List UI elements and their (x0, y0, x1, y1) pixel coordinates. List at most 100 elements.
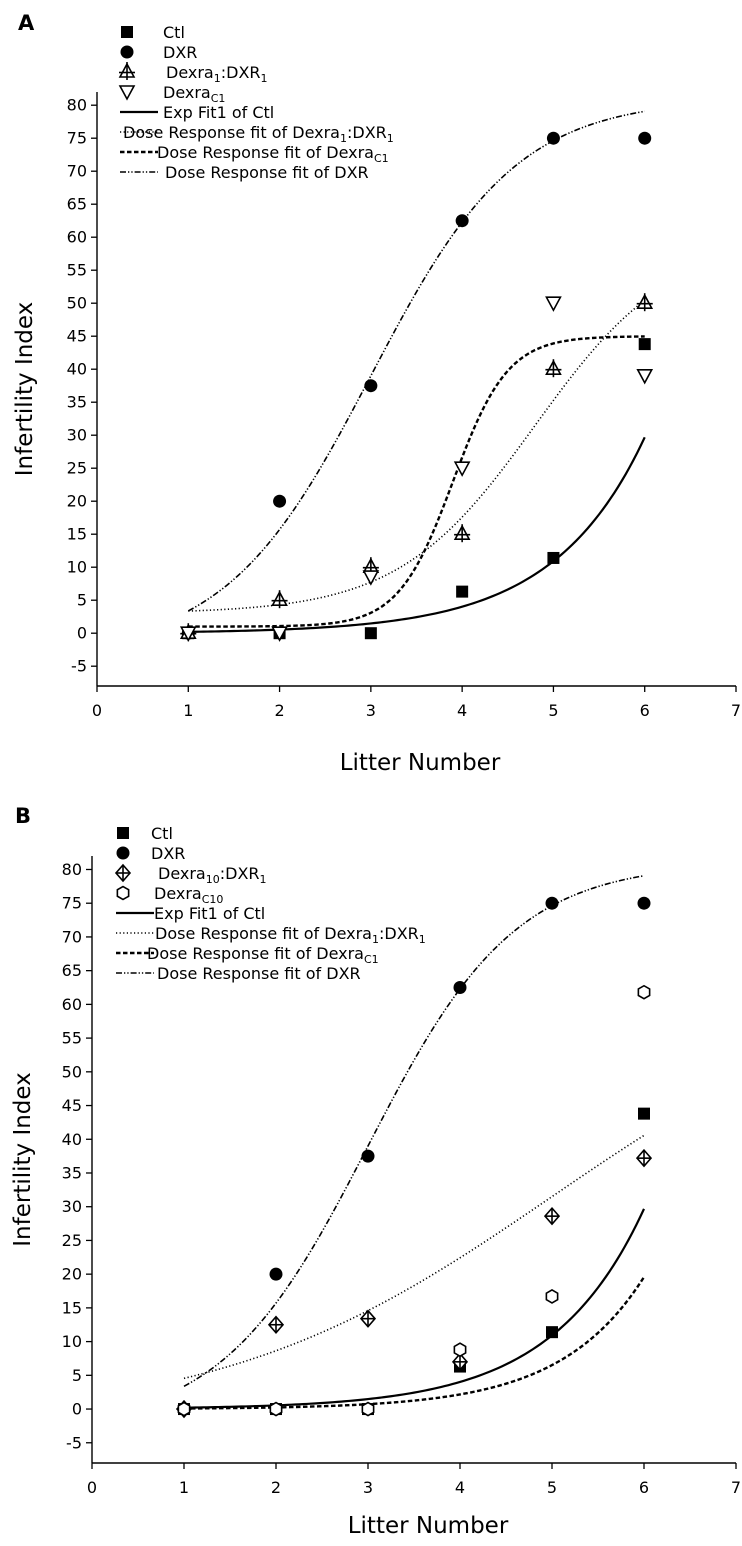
data-point (364, 627, 377, 640)
legend-text: Dexra (154, 884, 202, 903)
legend-marker (116, 846, 130, 860)
legend-text: Dose Response fit of Dexra (157, 143, 374, 162)
data-point (455, 214, 469, 228)
y-tick-label: 50 (62, 1062, 82, 1081)
legend-label: DexraC10 (154, 884, 223, 906)
legend-label: Exp Fit1 of Ctl (154, 904, 265, 923)
fit-curve-0 (188, 436, 646, 633)
legend-label: DXR (151, 844, 185, 863)
y-tick-label: 60 (62, 995, 82, 1014)
series-3 (177, 984, 651, 1417)
legend-text: Dexra (163, 83, 211, 102)
legend-label: Ctl (163, 23, 185, 42)
legend-subscript: 1 (260, 873, 267, 886)
legend-subscript: 1 (419, 933, 426, 946)
legend-subscript: 1 (372, 933, 379, 946)
data-point (271, 626, 288, 642)
legend-text: :DXR (221, 63, 261, 82)
x-axis-label: Litter Number (348, 1513, 509, 1539)
legend-text: Exp Fit1 of Ctl (154, 904, 265, 923)
data-point (364, 379, 378, 393)
data-point (635, 1148, 653, 1168)
y-tick-label: 80 (67, 96, 87, 115)
data-point (636, 293, 654, 312)
series-2 (179, 293, 654, 642)
y-tick-label: 45 (67, 327, 87, 346)
panel-label: A (18, 11, 35, 35)
series-0 (182, 338, 651, 640)
legend-text: :DXR (220, 864, 260, 883)
series-3 (179, 296, 654, 642)
legend-label: Dexra10:DXR1 (158, 864, 267, 886)
data-point (451, 1352, 469, 1372)
legend-label: Exp Fit1 of Ctl (163, 103, 274, 122)
y-tick-label: 50 (67, 294, 87, 313)
x-tick-label: 4 (455, 1478, 465, 1497)
x-tick-label: 7 (731, 1478, 741, 1497)
data-point (359, 1309, 377, 1328)
series-2 (175, 1148, 653, 1419)
y-tick-label: 30 (62, 1197, 82, 1216)
y-tick-label: 75 (67, 129, 87, 148)
legend-text: Dose Response fit of Dexra (123, 123, 340, 142)
y-tick-label: 25 (67, 459, 87, 478)
legend-marker (120, 45, 134, 59)
y-tick-label: 65 (67, 195, 87, 214)
y-tick-label: 15 (67, 525, 87, 544)
legend-subscript: 1 (387, 132, 394, 145)
legend-text: DXR (163, 43, 197, 62)
data-point (271, 590, 288, 609)
legend-subscript: C1 (211, 92, 226, 105)
y-tick-label: -5 (66, 1433, 82, 1452)
legend-subscript: 1 (261, 72, 268, 85)
data-point (453, 461, 471, 477)
legend-text: DXR (151, 844, 185, 863)
data-point (636, 368, 654, 385)
panel-label: B (15, 804, 31, 828)
x-tick-label: 6 (639, 1478, 649, 1497)
data-point (545, 1288, 559, 1304)
y-tick-label: 65 (62, 961, 82, 980)
data-point (546, 1326, 558, 1339)
y-tick-label: 20 (67, 492, 87, 511)
data-point (638, 1107, 650, 1120)
series-1 (181, 131, 652, 640)
legend-text: Dose Response fit of DXR (157, 964, 361, 983)
y-tick-label: 5 (72, 1366, 82, 1385)
data-point (177, 1401, 191, 1417)
x-tick-label: 2 (274, 701, 284, 720)
fit-curve-3 (187, 110, 645, 612)
legend-text: Dose Response fit of DXR (165, 163, 369, 182)
data-point (545, 296, 562, 312)
y-tick-label: 75 (62, 894, 82, 913)
fit-curve-1 (183, 1134, 645, 1380)
y-tick-label: 45 (62, 1096, 82, 1115)
data-point (546, 131, 560, 145)
data-point (456, 585, 469, 598)
fit-curve-2 (188, 335, 645, 628)
y-tick-label: 35 (62, 1163, 82, 1182)
legend-subscript: C1 (374, 152, 389, 165)
y-tick-label: 40 (67, 360, 87, 379)
y-tick-label: 25 (62, 1231, 82, 1250)
y-tick-label: 0 (77, 624, 87, 643)
y-tick-label: 30 (67, 426, 87, 445)
panel-B: B0 1 2 3 4 5 6 7-505101520253035404550556065707… (10, 804, 741, 1539)
x-tick-label: 4 (457, 701, 467, 720)
y-tick-label: 35 (67, 393, 87, 412)
legend-text: Dexra (166, 63, 214, 82)
x-tick-label: 5 (548, 701, 558, 720)
fit-curve-3 (183, 874, 645, 1388)
data-point (453, 524, 471, 543)
y-tick-label: 0 (72, 1400, 82, 1419)
x-tick-label: 0 (92, 701, 102, 720)
x-tick-label: 6 (640, 701, 650, 720)
y-tick-label: 80 (62, 860, 82, 879)
legend-label: DXR (163, 43, 197, 62)
x-tick-label: 2 (271, 1478, 281, 1497)
data-point (273, 494, 287, 508)
data-point (179, 626, 197, 642)
